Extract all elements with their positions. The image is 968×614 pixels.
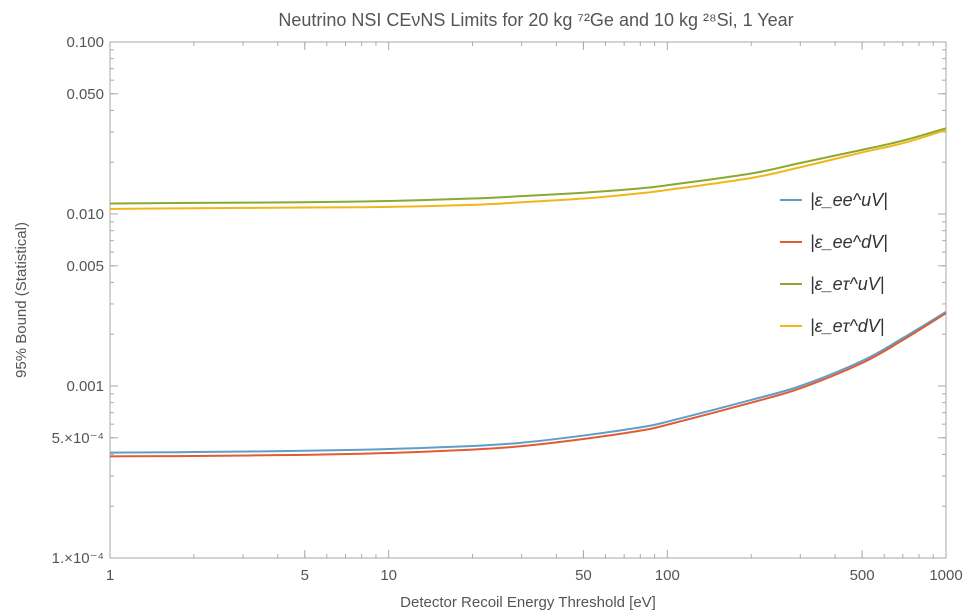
legend-label-4: |ε_eτ^dV|: [810, 316, 884, 336]
y-axis-label: 95% Bound (Statistical): [13, 222, 30, 378]
y-tick-label: 1.×10⁻⁴: [52, 550, 104, 567]
y-tick-label: 0.100: [66, 34, 104, 51]
legend-label-1: |ε_ee^uV|: [810, 190, 888, 210]
legend: |ε_ee^uV| |ε_ee^dV| |ε_eτ^uV| |ε_eτ^dV|: [780, 190, 888, 336]
x-tick-label: 1: [106, 567, 114, 584]
y-tick-label: 0.050: [66, 86, 104, 103]
y-tick-label: 0.001: [66, 378, 104, 395]
x-tick-label: 5: [301, 567, 309, 584]
x-tick-label: 10: [380, 567, 397, 584]
y-tick-label: 5.×10⁻⁴: [52, 430, 104, 447]
x-tick-label: 100: [655, 567, 680, 584]
chart-title: Neutrino NSI CEνNS Limits for 20 kg ⁷²Ge…: [278, 10, 793, 30]
series-line-2: [109, 312, 947, 458]
series-line-3: [109, 127, 947, 205]
plot-frame: [109, 41, 947, 559]
x-tick-label: 50: [575, 567, 592, 584]
y-tick-label: 0.005: [66, 258, 104, 275]
series-line-4: [109, 129, 947, 210]
y-tick-label: 0.010: [66, 206, 104, 223]
legend-label-2: |ε_ee^dV|: [810, 232, 888, 252]
x-axis-label: Detector Recoil Energy Threshold [eV]: [400, 594, 656, 611]
x-tick-label: 500: [850, 567, 875, 584]
series-layer: [109, 127, 947, 458]
x-tick-label: 1000: [929, 567, 962, 584]
axis-ticks: 1 5 10 50 100 500 1000 1.×10⁻⁴ 5.×10⁻⁴ 0.001 0.005…: [52, 34, 963, 584]
legend-label-3: |ε_eτ^uV|: [810, 274, 884, 294]
series-line-1: [109, 310, 947, 454]
